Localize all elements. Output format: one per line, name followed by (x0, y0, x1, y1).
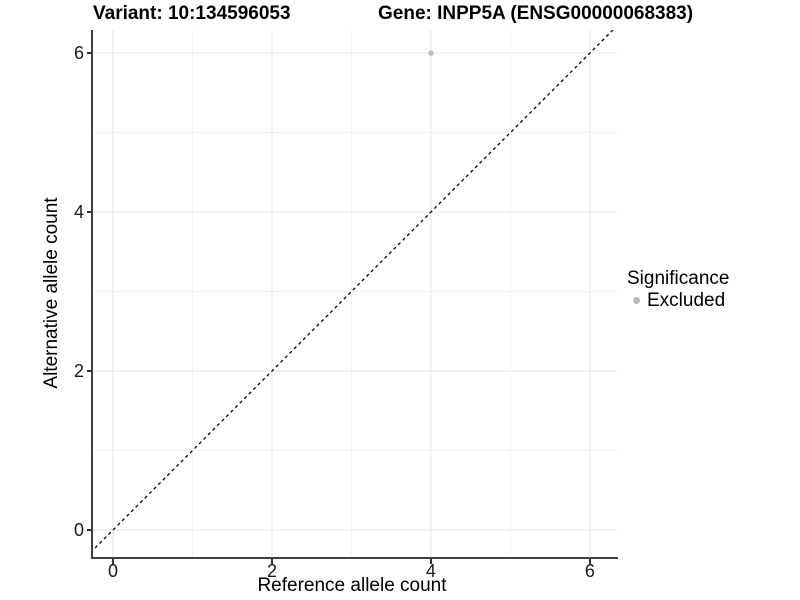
plot-panel (93, 30, 617, 557)
gene-title: Gene: INPP5A (ENSG00000068383) (378, 3, 694, 24)
x-tick-mark (112, 558, 114, 564)
legend-title: Significance (627, 268, 730, 289)
y-tick-mark (86, 529, 92, 531)
y-axis-line (91, 30, 93, 559)
x-tick-mark (589, 558, 591, 564)
y-tick-label: 0 (73, 519, 84, 540)
x-tick-label: 0 (108, 561, 119, 581)
excluded-point-icon (633, 297, 640, 304)
x-axis-title: Reference allele count (257, 575, 447, 596)
y-axis-title: Alternative allele count (41, 197, 62, 389)
legend-item-excluded: Excluded (627, 290, 729, 311)
y-tick-mark (86, 211, 92, 213)
identity-line (93, 30, 614, 551)
data-point (428, 50, 434, 56)
y-tick-mark (86, 52, 92, 54)
legend: Significance Excluded (627, 268, 729, 311)
x-tick-label: 2 (266, 561, 277, 581)
scatter-plot-canvas (93, 30, 617, 557)
x-tick-mark (430, 558, 432, 564)
x-axis-line (91, 557, 619, 559)
y-tick-label: 4 (73, 202, 84, 223)
x-tick-mark (271, 558, 273, 564)
y-tick-label: 2 (73, 361, 84, 381)
y-tick-label: 6 (73, 43, 84, 64)
y-tick-mark (86, 370, 92, 372)
variant-title: Variant: 10:134596053 (93, 3, 291, 24)
x-tick-label: 6 (584, 561, 595, 581)
legend-item-label: Excluded (647, 290, 726, 311)
x-tick-label: 4 (425, 561, 436, 581)
